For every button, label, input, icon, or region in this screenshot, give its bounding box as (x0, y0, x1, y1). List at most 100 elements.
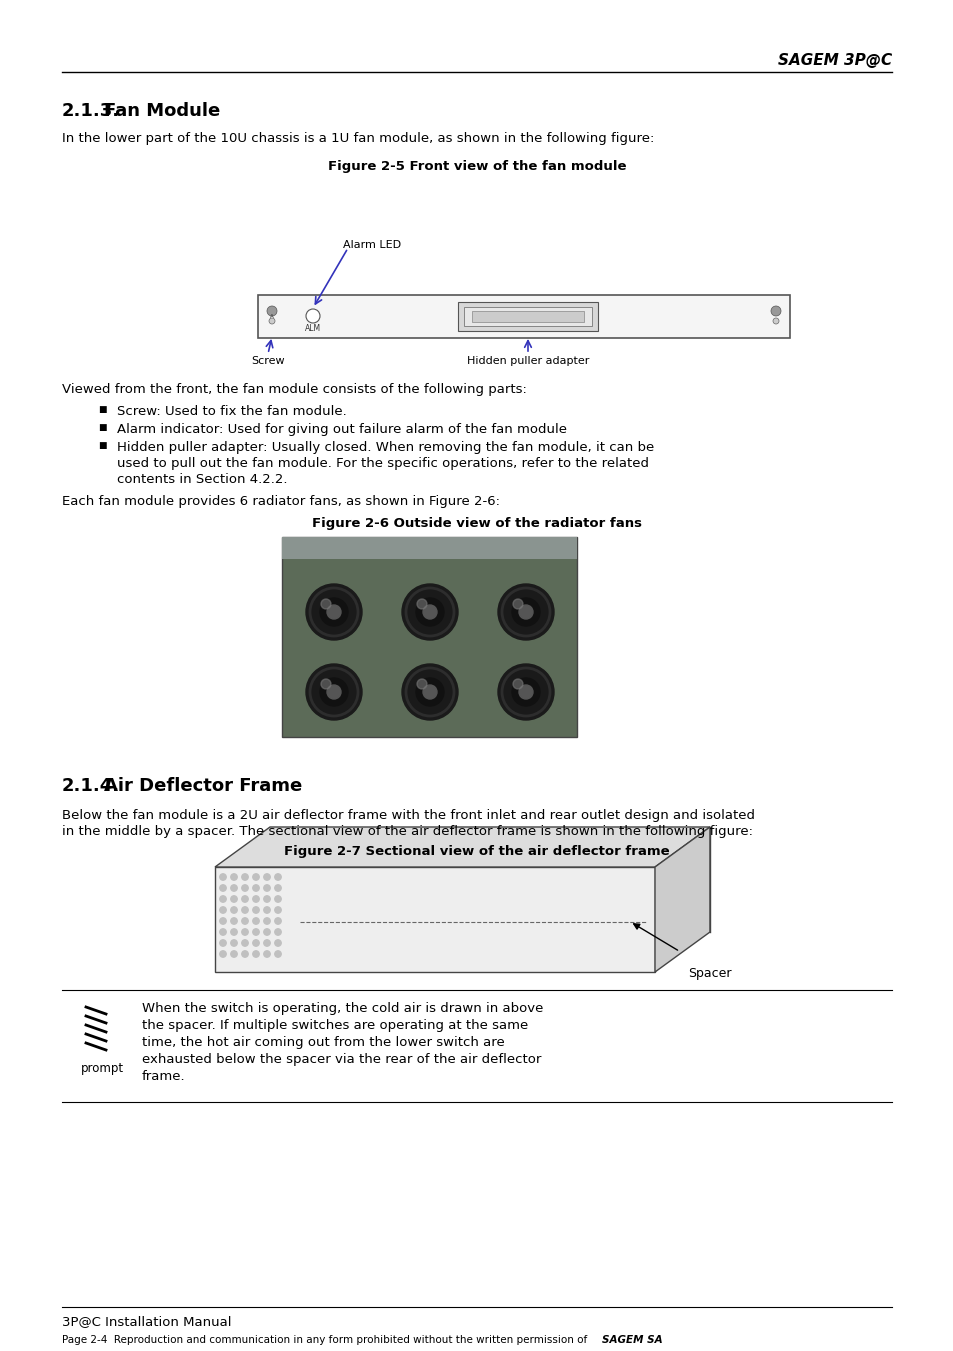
Circle shape (264, 917, 270, 924)
Circle shape (253, 885, 259, 892)
Circle shape (219, 917, 226, 924)
Bar (257, 295, 789, 338)
Circle shape (422, 685, 436, 698)
Circle shape (512, 678, 539, 707)
Text: Air Deflector Frame: Air Deflector Frame (104, 777, 302, 794)
Circle shape (327, 605, 340, 619)
Circle shape (219, 896, 226, 902)
Text: Each fan module provides 6 radiator fans, as shown in Figure 2-6:: Each fan module provides 6 radiator fans… (62, 494, 499, 508)
Text: Page 2-4  Reproduction and communication in any form prohibited without the writ: Page 2-4 Reproduction and communication … (62, 1335, 590, 1346)
Circle shape (264, 940, 270, 946)
Text: Figure 2-5 Front view of the fan module: Figure 2-5 Front view of the fan module (328, 159, 625, 173)
Circle shape (231, 896, 237, 902)
Circle shape (253, 951, 259, 958)
Circle shape (241, 928, 248, 935)
Text: frame.: frame. (142, 1070, 186, 1084)
Circle shape (306, 663, 361, 720)
Circle shape (231, 928, 237, 935)
Circle shape (274, 928, 281, 935)
Circle shape (274, 917, 281, 924)
Circle shape (518, 605, 533, 619)
Text: 3P@C Installation Manual: 3P@C Installation Manual (62, 1315, 232, 1328)
Circle shape (267, 305, 276, 316)
Circle shape (327, 685, 340, 698)
Circle shape (320, 598, 331, 609)
Text: Hidden puller adapter: Hidden puller adapter (466, 357, 589, 366)
Text: A: A (270, 313, 274, 319)
Circle shape (518, 685, 533, 698)
Text: Figure 2-6 Outside view of the radiator fans: Figure 2-6 Outside view of the radiator … (312, 517, 641, 530)
Circle shape (241, 951, 248, 958)
Text: Alarm LED: Alarm LED (343, 240, 400, 250)
Circle shape (253, 896, 259, 902)
Circle shape (274, 885, 281, 892)
Circle shape (274, 907, 281, 913)
Circle shape (497, 584, 554, 640)
Circle shape (241, 907, 248, 913)
Circle shape (241, 885, 248, 892)
Bar (214, 867, 655, 971)
Text: ■: ■ (97, 423, 106, 432)
Text: Alarm indicator: Used for giving out failure alarm of the fan module: Alarm indicator: Used for giving out fai… (117, 423, 566, 436)
Circle shape (512, 598, 539, 626)
Circle shape (320, 680, 331, 689)
Circle shape (253, 874, 259, 881)
Text: ■: ■ (97, 405, 106, 413)
Text: exhausted below the spacer via the rear of the air deflector: exhausted below the spacer via the rear … (142, 1052, 540, 1066)
Text: Screw: Used to fix the fan module.: Screw: Used to fix the fan module. (117, 405, 346, 417)
Circle shape (319, 598, 348, 626)
Text: Fan Module: Fan Module (104, 101, 220, 120)
Circle shape (231, 917, 237, 924)
Text: When the switch is operating, the cold air is drawn in above: When the switch is operating, the cold a… (142, 1002, 543, 1015)
Circle shape (772, 317, 779, 324)
Text: used to pull out the fan module. For the specific operations, refer to the relat: used to pull out the fan module. For the… (117, 457, 648, 470)
Circle shape (231, 874, 237, 881)
Text: 2.1.4.: 2.1.4. (62, 777, 120, 794)
Circle shape (264, 885, 270, 892)
Text: Below the fan module is a 2U air deflector frame with the front inlet and rear o: Below the fan module is a 2U air deflect… (62, 809, 754, 821)
Circle shape (231, 885, 237, 892)
Circle shape (219, 907, 226, 913)
Circle shape (219, 940, 226, 946)
Circle shape (264, 896, 270, 902)
Circle shape (416, 680, 427, 689)
Text: Screw: Screw (251, 357, 285, 366)
Circle shape (513, 680, 522, 689)
Polygon shape (214, 827, 709, 867)
Circle shape (416, 678, 443, 707)
Bar (282, 536, 577, 738)
Text: prompt: prompt (80, 1062, 124, 1075)
Circle shape (306, 309, 319, 323)
Bar (463, 307, 592, 326)
Text: ■: ■ (97, 440, 106, 450)
Text: Spacer: Spacer (687, 966, 731, 979)
Circle shape (401, 584, 457, 640)
Circle shape (497, 663, 554, 720)
Circle shape (319, 678, 348, 707)
Bar (457, 303, 598, 331)
Circle shape (416, 598, 427, 609)
Circle shape (219, 874, 226, 881)
Text: Figure 2-7 Sectional view of the air deflector frame: Figure 2-7 Sectional view of the air def… (284, 844, 669, 858)
Circle shape (231, 951, 237, 958)
Circle shape (274, 874, 281, 881)
Circle shape (241, 917, 248, 924)
Polygon shape (655, 827, 709, 971)
Circle shape (241, 896, 248, 902)
Text: the spacer. If multiple switches are operating at the same: the spacer. If multiple switches are ope… (142, 1019, 528, 1032)
Circle shape (231, 907, 237, 913)
Text: Viewed from the front, the fan module consists of the following parts:: Viewed from the front, the fan module co… (62, 382, 526, 396)
Bar (472, 311, 583, 322)
Text: In the lower part of the 10U chassis is a 1U fan module, as shown in the followi: In the lower part of the 10U chassis is … (62, 132, 654, 145)
Text: time, the hot air coming out from the lower switch are: time, the hot air coming out from the lo… (142, 1036, 504, 1048)
Circle shape (422, 605, 436, 619)
Circle shape (264, 874, 270, 881)
Text: in the middle by a spacer. The sectional view of the air deflector frame is show: in the middle by a spacer. The sectional… (62, 825, 752, 838)
Circle shape (219, 928, 226, 935)
Circle shape (253, 928, 259, 935)
Circle shape (416, 598, 443, 626)
Text: 2.1.3.: 2.1.3. (62, 101, 120, 120)
Circle shape (231, 940, 237, 946)
Circle shape (253, 940, 259, 946)
Text: ALM: ALM (305, 324, 321, 332)
